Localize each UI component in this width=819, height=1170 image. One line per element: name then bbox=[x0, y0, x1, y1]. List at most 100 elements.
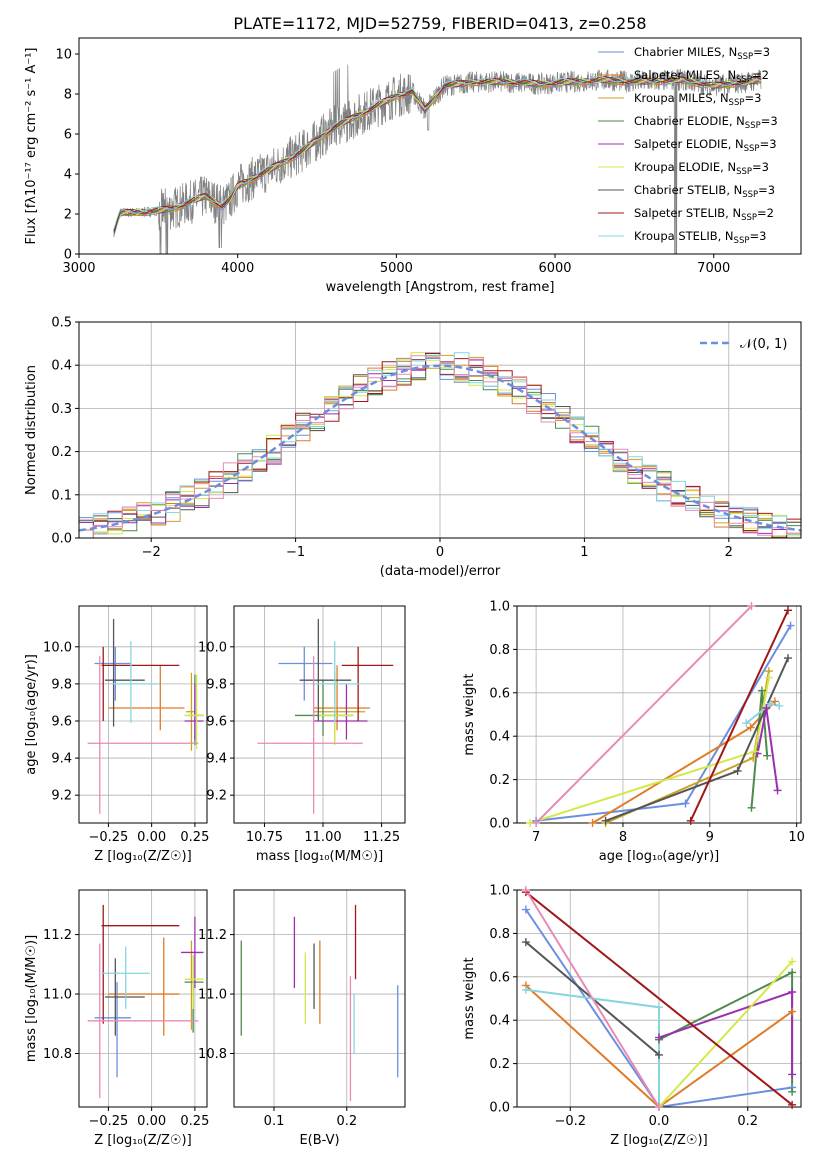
weight-marker-pink bbox=[521, 886, 530, 894]
weight-marker-kroupa_stelib bbox=[775, 701, 784, 710]
weight-marker-salpeter_stelib bbox=[788, 1100, 797, 1109]
y-tick-label: 6 bbox=[64, 128, 72, 143]
weight-marker-salpeter_miles bbox=[588, 819, 597, 827]
x-tick-label: 0.2 bbox=[737, 1114, 758, 1129]
x-tick-label: 9 bbox=[706, 830, 714, 845]
plot-area bbox=[87, 618, 204, 814]
y-tick-label: 11.2 bbox=[198, 928, 227, 943]
weight-line-kroupa_elodie bbox=[658, 960, 793, 1107]
x-axis-label: Z [log₁₀(Z/Z☉)] bbox=[610, 1133, 707, 1148]
y-tick-label: 11.2 bbox=[43, 928, 72, 943]
legend-entry: Kroupa MILES, NSSP=3 bbox=[634, 91, 761, 108]
x-tick-label: −1 bbox=[286, 545, 305, 560]
weight-line-salpeter_stelib bbox=[689, 609, 789, 822]
legend-subscript: SSP bbox=[742, 190, 758, 200]
y-tick-label: 0.4 bbox=[51, 359, 72, 374]
y-tick-label: 0.2 bbox=[489, 773, 510, 788]
weight-marker-pink bbox=[532, 819, 541, 827]
legend-subscript: SSP bbox=[736, 75, 752, 85]
x-tick-label: −0.25 bbox=[88, 1114, 128, 1129]
axes-frame bbox=[78, 37, 802, 255]
x-axis-label: Z [log₁₀(Z/Z☉)] bbox=[94, 849, 191, 864]
y-axis-label: Normed distribution bbox=[24, 365, 39, 495]
panel-age_vs_Z: −0.25 0.00 0.25 9.2 9.4 9.6 9.8 10.0 Z [log₁₀(Z/… bbox=[24, 605, 209, 864]
legend-entry: Salpeter MILES, NSSP=2 bbox=[634, 68, 769, 85]
y-tick-label: 0.2 bbox=[51, 445, 72, 460]
weight-marker-kroupa_stelib bbox=[521, 985, 530, 994]
x-tick-label: 7 bbox=[532, 830, 540, 845]
x-tick-label: 0.0 bbox=[649, 1114, 670, 1129]
x-tick-label: 0.00 bbox=[137, 830, 166, 845]
legend-entry: Chabrier MILES, NSSP=3 bbox=[634, 45, 770, 62]
y-tick-label: 9.2 bbox=[206, 789, 227, 804]
weight-marker-kroupa_stelib bbox=[742, 719, 751, 728]
y-tick-label: 0.4 bbox=[489, 730, 510, 745]
weight-line-chabrier_miles bbox=[525, 908, 793, 1107]
weight-marker-salpeter_miles bbox=[788, 1007, 797, 1016]
legend-subscript: SSP bbox=[741, 213, 757, 223]
weight-marker-chabrier_stelib bbox=[521, 938, 530, 947]
panel-weight_vs_age: 7 8 9 10 0.0 0.2 0.4 0.6 0.8 1.0 age [log₁₀(age/yr… bbox=[462, 600, 805, 865]
legend-entry: Kroupa ELODIE, NSSP=3 bbox=[634, 160, 769, 177]
weight-marker-pink bbox=[747, 602, 756, 610]
panel-residuals: −2 −1 0 1 2 0.0 0.1 0.2 0.3 0.4 0.5 (data-model)/er… bbox=[24, 316, 802, 579]
panel-mass_vs_EBV: 0.1 0.2 10.8 11.0 11.2 E(B-V) bbox=[198, 889, 406, 1148]
y-tick-label: 0.8 bbox=[489, 643, 510, 658]
legend-entry: 𝒩(0, 1) bbox=[740, 337, 787, 352]
y-tick-label: 10 bbox=[55, 48, 72, 63]
x-tick-label: 6000 bbox=[538, 261, 571, 276]
legend-value: =3 bbox=[761, 114, 778, 128]
legend-subscript: SSP bbox=[736, 167, 752, 177]
x-tick-label: −2 bbox=[142, 545, 161, 560]
weight-marker-salpeter_miles bbox=[746, 723, 755, 732]
y-tick-label: 11.0 bbox=[198, 988, 227, 1003]
weight-marker-chabrier_elodie bbox=[757, 686, 766, 695]
legend-entry: Chabrier STELIB, NSSP=3 bbox=[634, 183, 775, 200]
y-tick-label: 9.4 bbox=[206, 752, 227, 767]
legend-value: =2 bbox=[757, 206, 774, 220]
x-tick-label: 3000 bbox=[62, 261, 95, 276]
x-tick-label: 11.25 bbox=[363, 830, 400, 845]
y-tick-label: 1.0 bbox=[489, 600, 510, 615]
y-tick-label: 0.8 bbox=[489, 927, 510, 942]
legend-subscript: SSP bbox=[734, 236, 750, 246]
y-tick-label: 11.0 bbox=[43, 988, 72, 1003]
weight-marker-salpeter_elodie bbox=[773, 786, 782, 795]
y-tick-label: 0.2 bbox=[489, 1057, 510, 1072]
y-tick-label: 2 bbox=[64, 208, 72, 223]
axes-frame bbox=[78, 605, 208, 824]
x-tick-label: −0.2 bbox=[554, 1114, 586, 1129]
legend-value: =2 bbox=[752, 68, 769, 82]
axes-frame bbox=[233, 889, 406, 1108]
weight-marker-chabrier_stelib bbox=[733, 766, 742, 775]
weight-marker-salpeter_elodie bbox=[788, 1070, 797, 1079]
weight-marker-kroupa_elodie bbox=[750, 747, 759, 756]
weight-line-chabrier_elodie bbox=[658, 970, 794, 1092]
y-tick-label: 9.8 bbox=[206, 677, 227, 692]
x-tick-label: 2 bbox=[725, 545, 733, 560]
weight-marker-kroupa_miles bbox=[749, 753, 758, 762]
weight-marker-kroupa_elodie bbox=[788, 957, 797, 966]
x-tick-label: 0 bbox=[436, 545, 444, 560]
y-tick-label: 0.5 bbox=[51, 316, 72, 331]
legend-value: =3 bbox=[753, 45, 770, 59]
legend-subscript: SSP bbox=[745, 121, 761, 131]
y-axis-label: age [log₁₀(age/yr)] bbox=[24, 654, 39, 775]
weight-marker-chabrier_miles bbox=[786, 621, 795, 630]
weight-marker-chabrier_miles bbox=[521, 905, 530, 914]
x-tick-label: 8 bbox=[619, 830, 627, 845]
x-tick-label: 0.00 bbox=[137, 1114, 166, 1129]
y-tick-label: 10.8 bbox=[198, 1047, 227, 1062]
weight-marker-chabrier_stelib bbox=[783, 654, 792, 663]
y-tick-label: 4 bbox=[64, 168, 72, 183]
weight-marker-salpeter_elodie bbox=[788, 987, 797, 996]
legend-value: =3 bbox=[758, 183, 775, 197]
weight-marker-chabrier_stelib bbox=[655, 1050, 663, 1059]
y-tick-label: 9.4 bbox=[51, 752, 72, 767]
legend-value: =3 bbox=[749, 229, 766, 243]
y-tick-label: 9.6 bbox=[51, 714, 72, 729]
weight-marker-chabrier_elodie bbox=[747, 803, 756, 812]
axes-frame bbox=[78, 889, 208, 1108]
x-tick-label: 0.25 bbox=[180, 830, 209, 845]
